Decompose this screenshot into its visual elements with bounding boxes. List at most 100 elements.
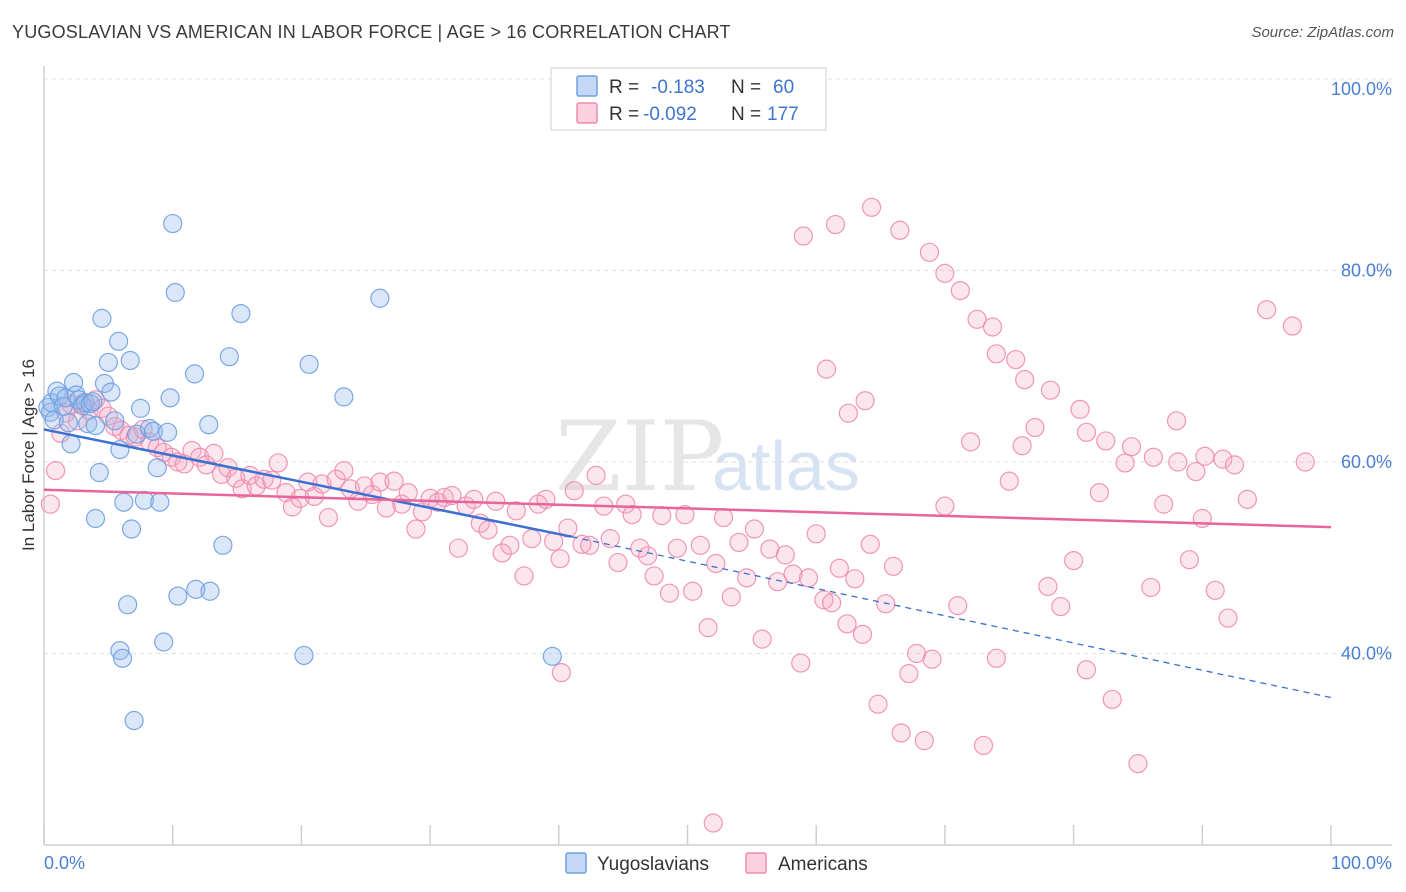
legend-r-label-1: R = bbox=[609, 77, 639, 98]
point-americans bbox=[1076, 660, 1097, 680]
point-yugoslavians bbox=[105, 411, 125, 431]
point-americans bbox=[999, 471, 1019, 491]
point-yugoslavians bbox=[98, 352, 118, 373]
point-yugoslavians bbox=[157, 422, 178, 442]
point-americans bbox=[860, 534, 880, 554]
point-yugoslavians bbox=[44, 410, 64, 430]
point-americans bbox=[1038, 576, 1058, 597]
trend-line-yugoslavians-extension bbox=[571, 536, 1332, 699]
point-yugoslavians bbox=[83, 392, 103, 412]
point-yugoslavians bbox=[85, 416, 106, 436]
point-americans bbox=[406, 519, 426, 539]
point-americans bbox=[986, 648, 1006, 668]
point-yugoslavians bbox=[101, 382, 121, 402]
point-americans bbox=[935, 263, 955, 283]
point-americans bbox=[737, 568, 757, 588]
point-americans bbox=[861, 197, 882, 217]
point-americans bbox=[1006, 349, 1026, 370]
point-americans bbox=[1102, 689, 1122, 710]
point-americans bbox=[922, 649, 942, 669]
point-yugoslavians bbox=[160, 388, 180, 408]
point-yugoslavians bbox=[143, 421, 163, 441]
trend-line-yugoslavians bbox=[43, 428, 572, 538]
point-americans bbox=[1063, 551, 1084, 571]
point-yugoslavians bbox=[186, 579, 206, 599]
point-americans bbox=[914, 731, 934, 751]
y-tick-label: 40.0% bbox=[1341, 644, 1392, 664]
stats-legend: R = -0.183 N = 60 R = -0.092 N = 177 bbox=[550, 67, 827, 131]
point-yugoslavians bbox=[163, 213, 183, 234]
point-americans bbox=[1141, 577, 1161, 598]
point-americans bbox=[690, 535, 710, 555]
point-americans bbox=[268, 453, 288, 473]
point-americans bbox=[752, 629, 772, 649]
point-americans bbox=[486, 491, 506, 511]
point-yugoslavians bbox=[334, 387, 354, 407]
point-americans bbox=[838, 403, 858, 423]
point-americans bbox=[448, 538, 469, 558]
point-americans bbox=[890, 220, 910, 240]
axes bbox=[43, 66, 1392, 846]
point-americans bbox=[948, 596, 968, 616]
y-tick-labels: 100.0% 80.0% 60.0% 40.0% bbox=[1331, 79, 1392, 664]
point-americans bbox=[721, 587, 741, 607]
point-americans bbox=[1195, 446, 1215, 466]
point-americans bbox=[564, 481, 584, 501]
point-americans bbox=[855, 391, 875, 411]
point-yugoslavians bbox=[147, 458, 167, 478]
point-americans bbox=[1076, 422, 1097, 442]
point-americans bbox=[1143, 447, 1163, 467]
x-tick-max: 100.0% bbox=[1331, 853, 1392, 873]
point-americans bbox=[744, 519, 765, 539]
point-americans bbox=[706, 553, 726, 574]
trend-line-americans bbox=[43, 488, 1332, 529]
source-label: Source: ZipAtlas.com bbox=[1251, 24, 1394, 41]
point-yugoslavians bbox=[199, 415, 219, 435]
y-axis-label: In Labor Force | Age > 16 bbox=[19, 359, 38, 551]
point-americans bbox=[982, 317, 1003, 337]
point-yugoslavians bbox=[294, 645, 314, 666]
point-yugoslavians bbox=[154, 632, 174, 652]
point-americans bbox=[1025, 417, 1045, 438]
point-americans bbox=[1213, 449, 1233, 469]
point-americans bbox=[967, 309, 987, 329]
point-yugoslavians bbox=[231, 303, 251, 324]
point-yugoslavians bbox=[165, 282, 185, 303]
point-americans bbox=[868, 694, 888, 714]
point-yugoslavians bbox=[110, 641, 130, 661]
point-americans bbox=[793, 226, 813, 246]
point-yugoslavians bbox=[370, 288, 390, 308]
point-americans bbox=[1051, 596, 1071, 617]
point-americans bbox=[973, 735, 994, 756]
point-americans bbox=[667, 538, 687, 558]
point-yugoslavians bbox=[109, 331, 129, 351]
point-americans bbox=[822, 593, 842, 613]
point-americans bbox=[500, 535, 520, 555]
point-americans bbox=[845, 569, 865, 589]
point-americans bbox=[586, 465, 606, 486]
point-yugoslavians bbox=[64, 372, 84, 393]
point-americans bbox=[398, 483, 418, 503]
point-americans bbox=[40, 494, 61, 514]
point-americans bbox=[630, 538, 650, 558]
point-yugoslavians bbox=[118, 595, 138, 615]
watermark: ZIP atlas bbox=[555, 401, 860, 513]
point-americans bbox=[1205, 580, 1225, 600]
point-yugoslavians bbox=[200, 581, 220, 601]
point-americans bbox=[492, 543, 512, 563]
point-americans bbox=[1257, 300, 1277, 320]
point-americans bbox=[1166, 411, 1187, 431]
point-yugoslavians bbox=[73, 395, 93, 416]
point-americans bbox=[899, 664, 919, 684]
point-americans bbox=[1237, 489, 1257, 509]
bottom-legend-swatch-yugoslavians bbox=[565, 852, 587, 874]
point-americans bbox=[675, 505, 695, 525]
point-americans bbox=[883, 556, 904, 576]
point-americans bbox=[837, 614, 857, 634]
point-americans bbox=[1070, 399, 1090, 419]
point-yugoslavians bbox=[61, 434, 81, 454]
point-yugoslavians bbox=[542, 646, 562, 666]
point-americans bbox=[961, 432, 981, 452]
point-americans bbox=[891, 723, 911, 743]
point-americans bbox=[616, 494, 636, 514]
